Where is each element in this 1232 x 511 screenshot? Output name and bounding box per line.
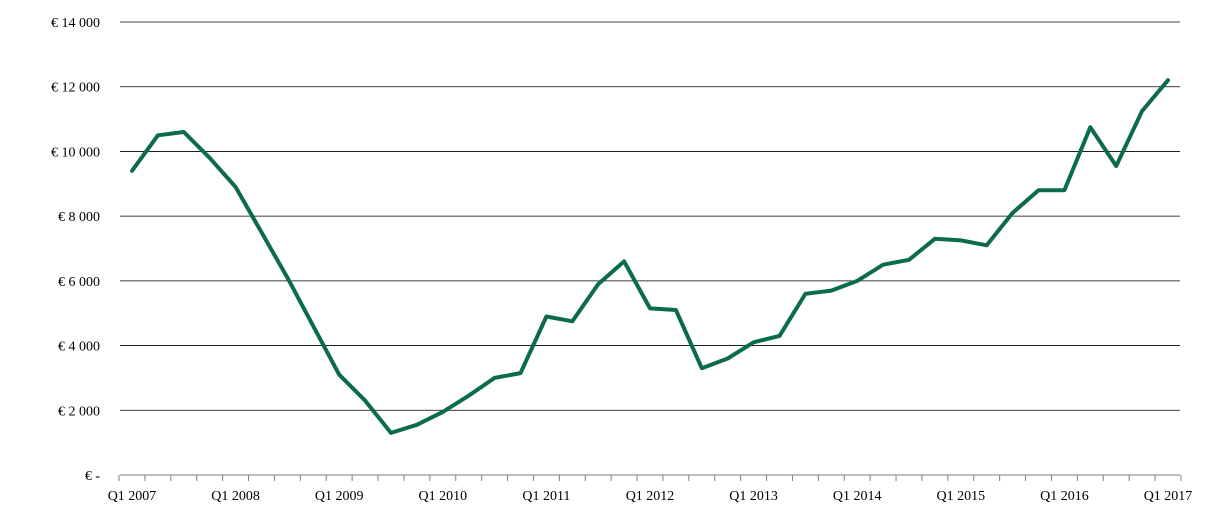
x-tick-label: Q1 2016: [1040, 489, 1089, 504]
y-tick-label: € 6 000: [58, 275, 100, 290]
x-tick-label: Q1 2013: [729, 489, 778, 504]
x-tick-label: Q1 2008: [211, 489, 260, 504]
x-tick-label: Q1 2017: [1144, 489, 1193, 504]
x-tick-label: Q1 2007: [108, 489, 157, 504]
x-tick-label: Q1 2009: [315, 489, 364, 504]
y-tick-label: € -: [85, 469, 101, 484]
y-tick-label: € 10 000: [51, 145, 100, 160]
y-tick-label: € 14 000: [51, 16, 100, 31]
y-axis-tick-labels: € - € 2 000 € 4 000 € 6 000 € 8 000 € 10 000 €…: [51, 16, 100, 484]
y-tick-label: € 8 000: [58, 210, 100, 225]
y-tick-label: € 12 000: [51, 81, 100, 96]
x-tick-label: Q1 2011: [522, 489, 570, 504]
series-line: [130, 78, 1170, 435]
x-tick-label: Q1 2014: [833, 489, 882, 504]
x-axis-tick-labels: Q1 2007 Q1 2008 Q1 2009 Q1 2010 Q1 2011 Q1 20…: [108, 489, 1193, 504]
y-tick-label: € 2 000: [58, 404, 100, 419]
x-tick-label: Q1 2015: [936, 489, 985, 504]
x-axis: [118, 474, 1182, 481]
gridlines: [120, 21, 1180, 411]
series-layer: [130, 78, 1170, 435]
x-tick-label: Q1 2010: [418, 489, 467, 504]
x-tick-label: Q1 2012: [626, 489, 675, 504]
y-tick-label: € 4 000: [58, 340, 100, 355]
